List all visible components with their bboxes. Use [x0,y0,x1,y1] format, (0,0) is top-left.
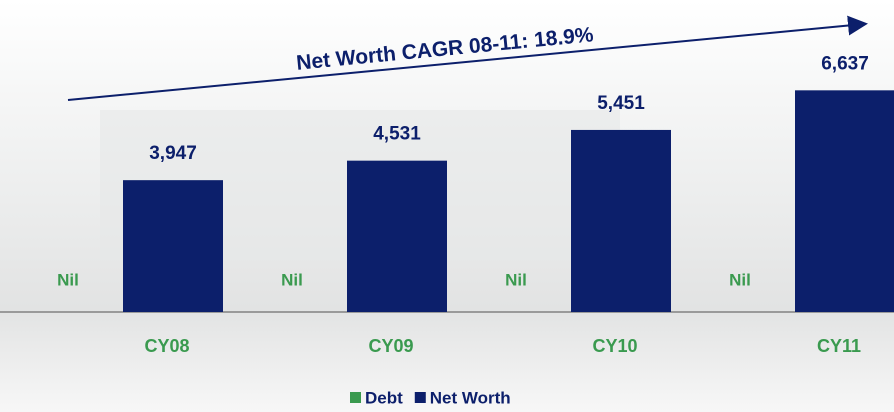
bar [795,90,894,312]
bar [347,161,447,312]
legend-swatch [415,392,426,403]
x-tick-label: CY08 [144,336,189,356]
chart: Net Worth CAGR 08-11: 18.9% DebtNet Wort… [0,0,894,412]
value-label: Nil [729,270,751,289]
x-tick-label: CY10 [592,336,637,356]
x-tick-label: CY11 [817,336,861,356]
value-label: Nil [281,270,303,289]
legend-swatch [350,392,361,403]
value-label: Nil [505,270,527,289]
value-label: 4,531 [373,124,421,145]
value-label: 6,637 [821,53,869,74]
legend: Debt Net Worth [350,388,511,407]
legend-label: Net Worth [430,388,511,407]
value-label: Nil [57,270,79,289]
legend-label: Debt [365,388,403,407]
value-label: 3,947 [149,143,197,164]
x-tick-label: CY09 [368,336,413,356]
value-label: 5,451 [597,93,645,114]
bar [571,130,671,312]
bar [123,180,223,312]
